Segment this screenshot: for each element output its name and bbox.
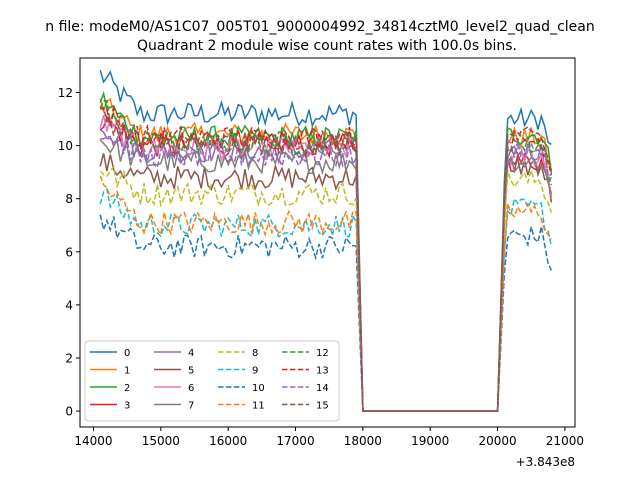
legend-label-10: 10 <box>252 383 265 394</box>
legend-label-5: 5 <box>188 366 194 377</box>
y-tick-label: 8 <box>65 192 73 206</box>
x-tick-label: 18000 <box>344 434 382 448</box>
y-tick-label: 0 <box>65 405 73 419</box>
legend-label-1: 1 <box>124 366 130 377</box>
x-tick-label: 14000 <box>74 434 112 448</box>
legend-label-0: 0 <box>124 348 130 359</box>
axes-frame <box>79 57 576 428</box>
y-tick-label: 6 <box>65 245 73 259</box>
legend-label-13: 13 <box>316 366 329 377</box>
legend-label-3: 3 <box>124 401 130 412</box>
legend-label-12: 12 <box>316 348 329 359</box>
x-axis: 14000 15000 16000 17000 18000 19000 20000 21000 <box>74 427 584 448</box>
x-tick-label: 19000 <box>411 434 449 448</box>
series-line-9 <box>99 187 553 412</box>
y-tick-label: 12 <box>58 86 73 100</box>
legend-label-15: 15 <box>316 401 329 412</box>
plot-series <box>99 69 553 412</box>
legend-label-2: 2 <box>124 383 130 394</box>
chart-title: Quadrant 2 module wise count rates with … <box>137 38 517 54</box>
legend-label-4: 4 <box>188 348 194 359</box>
x-offset-label: +3.843e8 <box>516 455 575 469</box>
legend-label-6: 6 <box>188 383 194 394</box>
y-tick-label: 10 <box>58 139 73 153</box>
legend-label-14: 14 <box>316 383 329 394</box>
legend-label-9: 9 <box>252 366 258 377</box>
legend-box <box>84 340 340 422</box>
x-tick-label: 15000 <box>142 434 180 448</box>
series-line-15 <box>99 106 553 412</box>
x-tick-label: 20000 <box>478 434 516 448</box>
x-tick-label: 17000 <box>276 434 314 448</box>
y-tick-label: 4 <box>65 298 73 312</box>
x-tick-label: 16000 <box>209 434 247 448</box>
y-tick-label: 2 <box>65 351 73 365</box>
y-axis: 0 2 4 6 8 10 12 <box>58 86 80 419</box>
x-tick-label: 21000 <box>546 434 584 448</box>
legend-label-7: 7 <box>188 401 194 412</box>
legend-label-11: 11 <box>252 401 265 412</box>
figure-suptitle: n file: modeM0/AS1C07_005T01_9000004992_… <box>45 19 594 35</box>
legend-label-8: 8 <box>252 348 258 359</box>
